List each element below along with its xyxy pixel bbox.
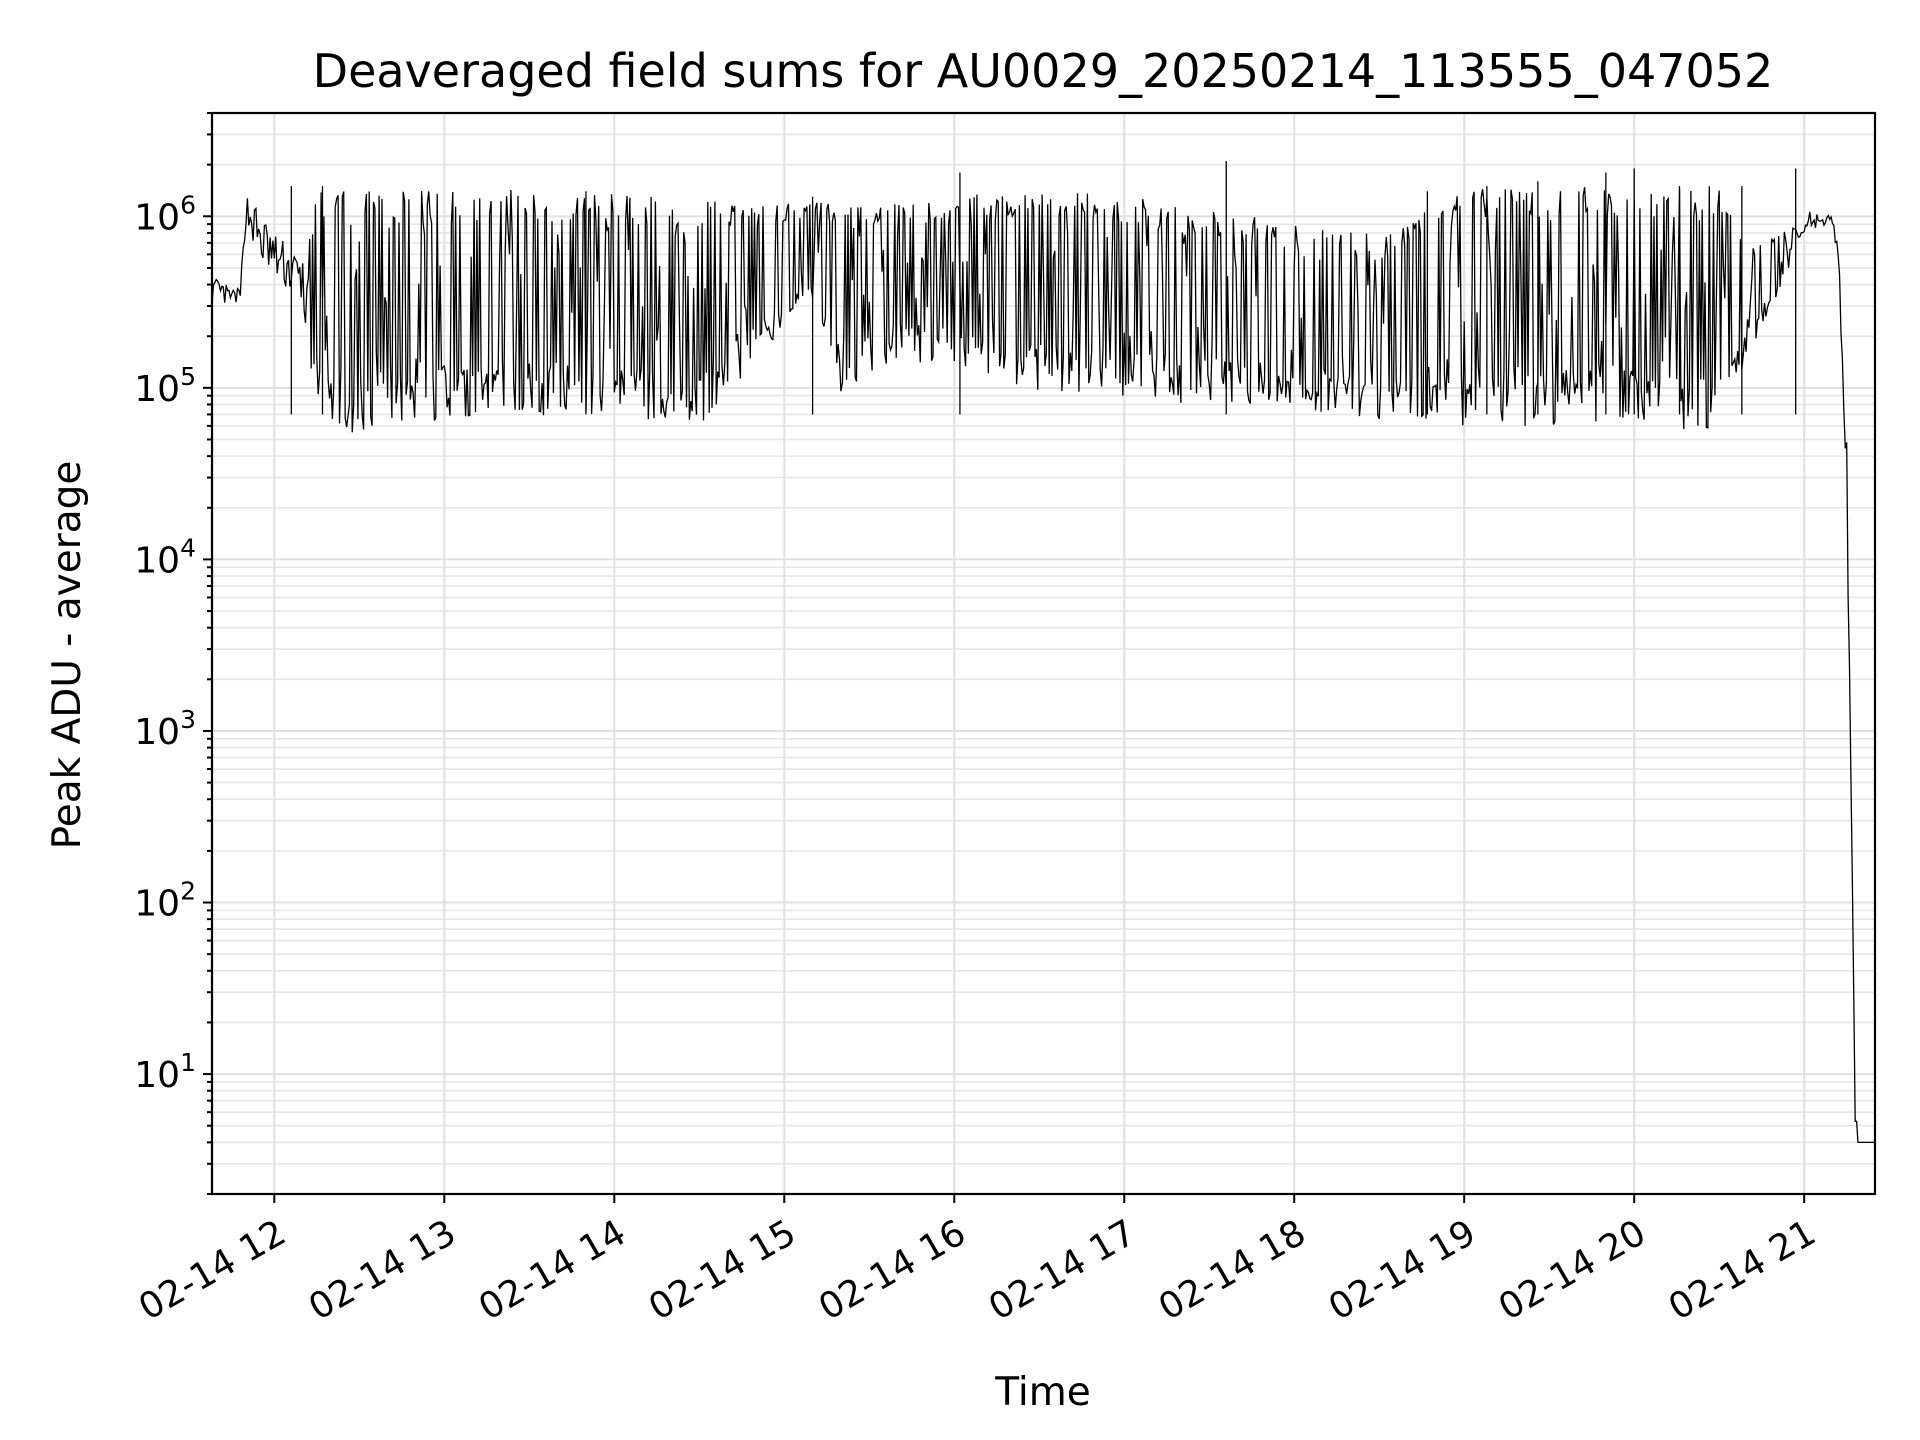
y-tick-label-base: 10	[134, 197, 180, 238]
y-tick-label-exponent: 4	[180, 533, 196, 562]
y-tick-label-exponent: 3	[180, 705, 196, 734]
y-tick-label-base: 10	[134, 884, 180, 925]
plot-frame	[210, 111, 1877, 1196]
y-tick-label-exponent: 6	[180, 190, 196, 219]
series-layer	[211, 161, 1875, 1144]
series-line	[211, 186, 1875, 1144]
y-tick-label: 102	[134, 877, 196, 925]
y-tick-label: 106	[134, 190, 196, 238]
y-tick-label-base: 10	[134, 369, 180, 410]
y-tick-label-base: 10	[134, 1055, 180, 1096]
grid	[212, 112, 1875, 1195]
y-axis-label: Peak ADU - average	[45, 461, 90, 850]
y-tick-label: 105	[134, 362, 196, 410]
y-tick-label-exponent: 1	[180, 1048, 196, 1077]
y-tick-label: 103	[134, 705, 196, 753]
x-axis-label: Time	[994, 1370, 1090, 1415]
y-tick-label-base: 10	[134, 712, 180, 753]
y-tick-label: 101	[134, 1048, 196, 1096]
y-tick-label-exponent: 5	[180, 362, 196, 391]
chart-title: Deaveraged field sums for AU0029_2025021…	[313, 44, 1774, 98]
y-tick-label-base: 10	[134, 540, 180, 581]
y-tick-label: 104	[134, 533, 196, 581]
y-tick-label-exponent: 2	[180, 877, 196, 906]
